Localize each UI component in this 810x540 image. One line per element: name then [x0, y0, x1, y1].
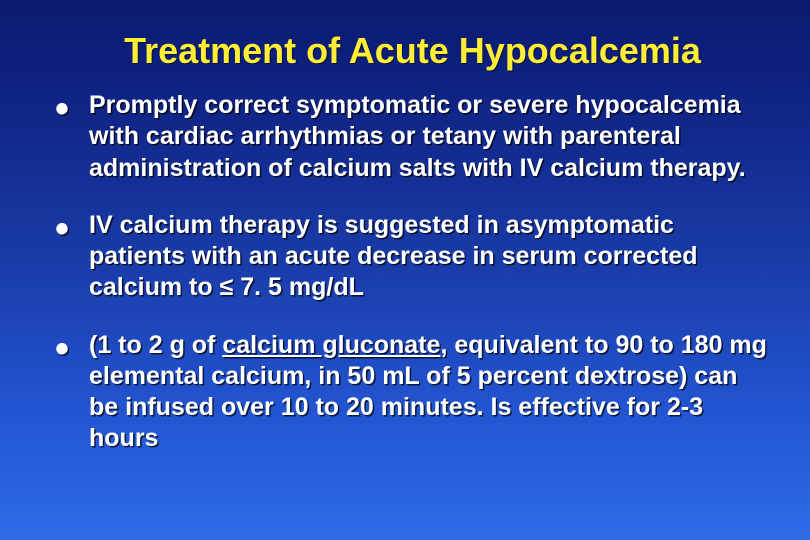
slide-title: Treatment of Acute Hypocalcemia — [55, 30, 770, 72]
bullet-text: IV calcium therapy is suggested in asymp… — [89, 211, 698, 302]
bullet-item: IV calcium therapy is suggested in asymp… — [55, 210, 770, 304]
bullet-text: Promptly correct symptomatic or severe h… — [89, 91, 746, 182]
slide-container: Treatment of Acute Hypocalcemia Promptly… — [0, 0, 810, 540]
bullet-item: Promptly correct symptomatic or severe h… — [55, 90, 770, 184]
link-calcium-gluconate[interactable]: calcium gluconate — [222, 331, 440, 359]
bullet-item: (1 to 2 g of calcium gluconate, equivale… — [55, 330, 770, 455]
bullet-text-before: (1 to 2 g of — [89, 331, 222, 359]
bullet-list: Promptly correct symptomatic or severe h… — [55, 90, 770, 455]
